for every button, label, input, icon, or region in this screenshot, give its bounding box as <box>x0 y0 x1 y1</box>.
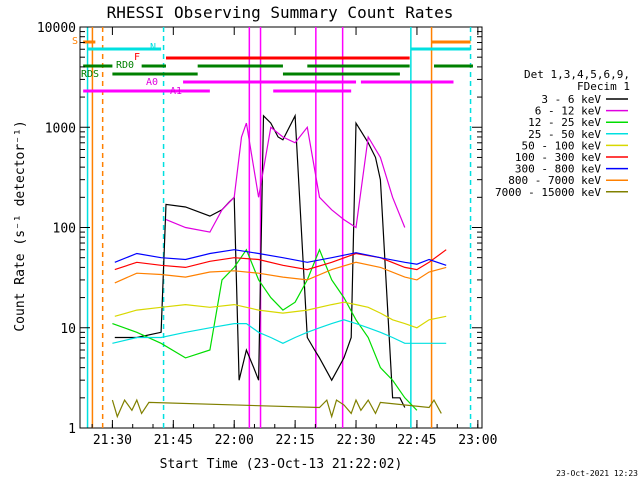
legend-entry-label: 50 - 100 keV <box>522 139 602 152</box>
y-tick-label: 10000 <box>37 21 76 36</box>
x-tick-label: 21:30 <box>93 433 132 448</box>
state-label-n: N <box>150 42 156 53</box>
legend-entry-label: 25 - 50 keV <box>528 128 601 141</box>
series-line-3 <box>112 319 447 344</box>
state-label-f: F <box>134 52 140 63</box>
series-line-6 <box>114 249 447 266</box>
series-line-5 <box>114 249 447 271</box>
x-tick-label: 22:30 <box>336 433 375 448</box>
x-tick-label: 22:15 <box>276 433 315 448</box>
x-tick-label: 22:00 <box>215 433 254 448</box>
state-label-rd0: RD0 <box>116 60 134 71</box>
series-line-4 <box>114 301 447 329</box>
legend-entry-label: 12 - 25 keV <box>528 116 601 129</box>
y-tick-label: 1000 <box>45 121 76 136</box>
x-tick-label: 23:00 <box>458 433 497 448</box>
legend-entry-label: 100 - 300 keV <box>515 151 601 164</box>
legend-entry-label: 300 - 800 keV <box>515 163 601 176</box>
series-line-2 <box>112 248 418 411</box>
footer-timestamp: 23-Oct-2021 12:23 <box>556 469 638 478</box>
series-line-8 <box>111 398 442 419</box>
y-tick-label: 1 <box>68 422 76 437</box>
series-line-7 <box>114 261 447 284</box>
x-axis-label: Start Time (23-Oct-13 21:22:02) <box>160 457 403 472</box>
y-tick-label: 10 <box>60 322 76 337</box>
legend-entry-label: 800 - 7000 keV <box>508 174 601 187</box>
legend-header: FDecim 1 <box>577 80 630 93</box>
state-label-a0: A0 <box>146 77 158 88</box>
chart-title: RHESSI Observing Summary Count Rates <box>107 3 454 22</box>
state-label-a1: A1 <box>170 86 182 97</box>
y-tick-label: 100 <box>53 222 76 237</box>
series-line-1 <box>165 122 406 233</box>
legend-entry-label: 3 - 6 keV <box>541 93 601 106</box>
state-label-rds: RDS <box>81 69 99 80</box>
state-label-s: S <box>72 36 78 47</box>
legend-entry-label: 6 - 12 keV <box>535 105 602 118</box>
legend-header: Det 1,3,4,5,6,9, <box>524 68 630 81</box>
legend-entry-label: 7000 - 15000 keV <box>495 186 601 199</box>
series-line-0 <box>114 113 406 408</box>
plot-frame <box>79 26 483 429</box>
x-tick-label: 22:45 <box>397 433 436 448</box>
x-tick-label: 21:45 <box>154 433 193 448</box>
y-axis-label: Count Rate (s⁻¹ detector⁻¹) <box>13 120 28 331</box>
